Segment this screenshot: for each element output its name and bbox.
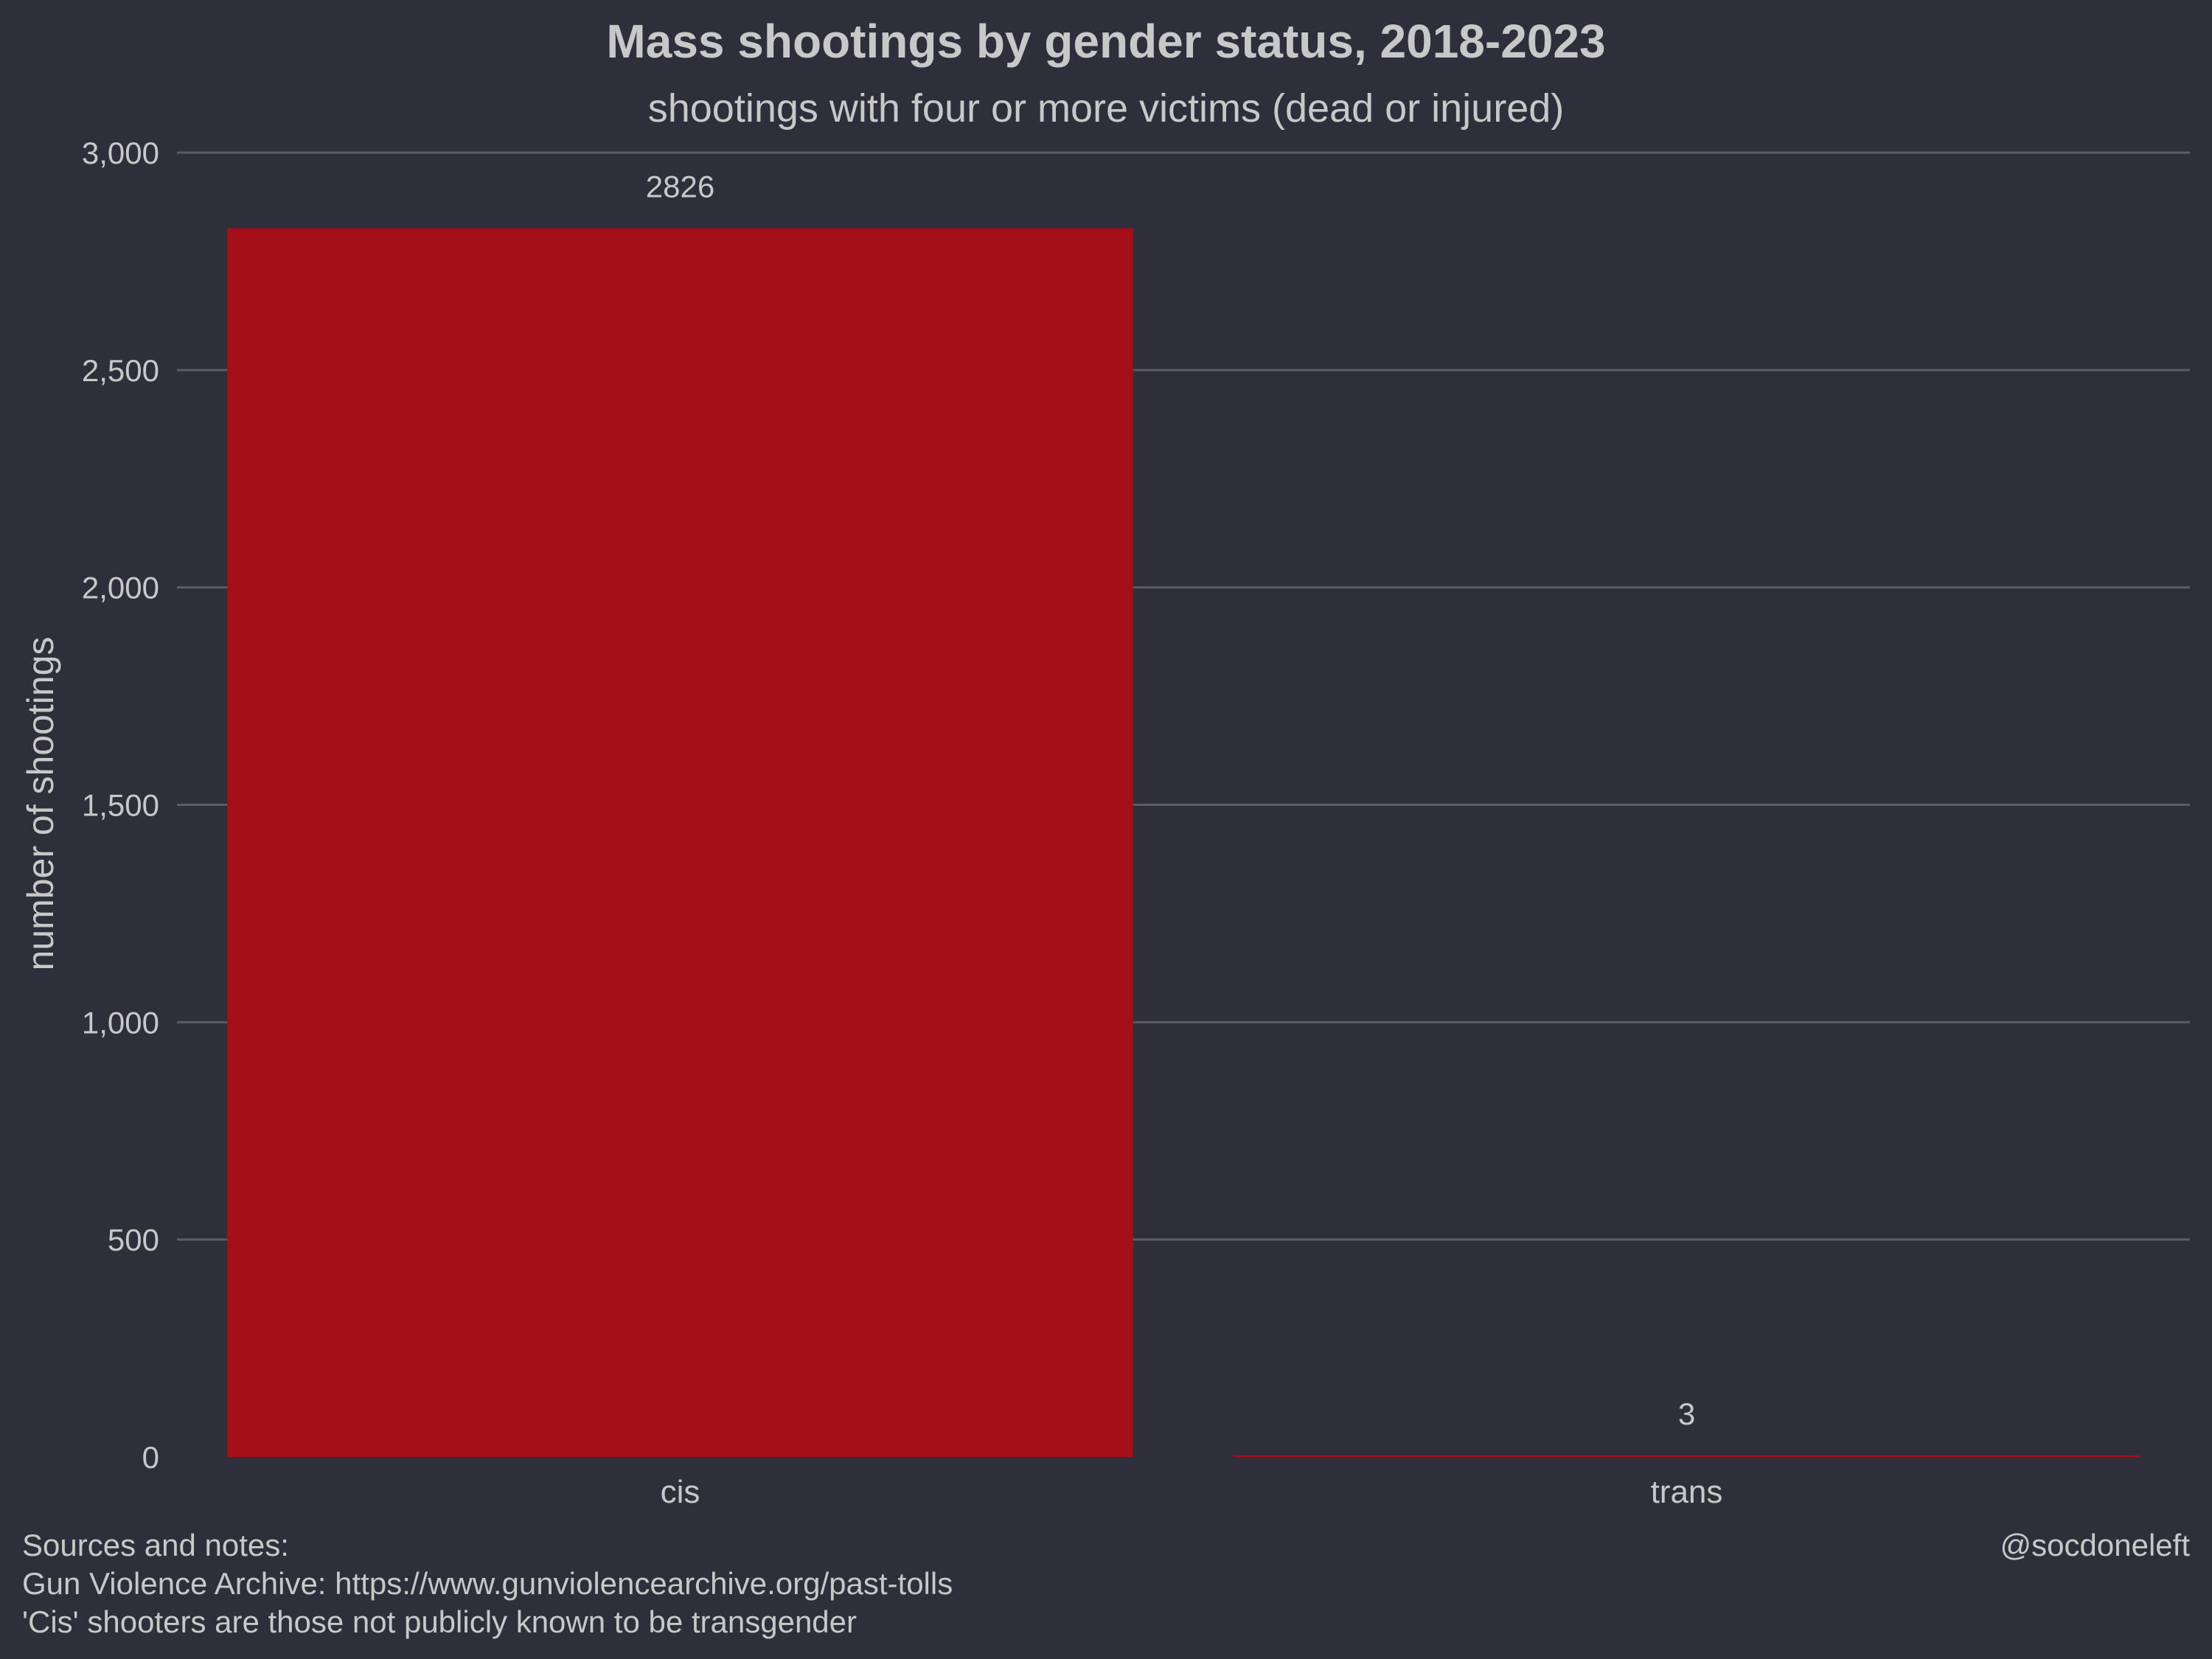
data-label-cis: 2826 <box>646 170 714 204</box>
data-label-trans: 3 <box>1678 1397 1695 1431</box>
footer-notes-heading: Sources and notes: <box>22 1528 289 1562</box>
chart-subtitle: shootings with four or more victims (dea… <box>648 86 1565 131</box>
x-tick-label-trans: trans <box>1651 1474 1723 1510</box>
bar-trans <box>1234 1455 2140 1457</box>
y-tick-label-3000: 3,000 <box>82 136 159 170</box>
x-tick-label-cis: cis <box>661 1474 700 1510</box>
footer-credit: @socdoneleft <box>2000 1528 2191 1562</box>
y-axis-ticks: 0 500 1,000 1,500 2,000 2,500 3,000 <box>82 136 159 1475</box>
bars <box>227 228 2140 1457</box>
y-tick-label-1500: 1,500 <box>82 788 159 823</box>
bar-cis <box>227 228 1133 1457</box>
y-tick-label-2000: 2,000 <box>82 571 159 605</box>
footer-source: Gun Violence Archive: https://www.gunvio… <box>22 1566 953 1601</box>
chart-title: Mass shootings by gender status, 2018-20… <box>606 15 1605 68</box>
y-tick-label-500: 500 <box>108 1222 159 1257</box>
footer-note: 'Cis' shooters are those not publicly kn… <box>22 1604 857 1639</box>
y-tick-label-0: 0 <box>142 1440 159 1475</box>
y-tick-label-2500: 2,500 <box>82 353 159 388</box>
y-tick-label-1000: 1,000 <box>82 1005 159 1040</box>
data-labels: 2826 3 <box>646 170 1695 1432</box>
y-axis-title: number of shootings <box>20 636 61 970</box>
x-axis-ticks: cis trans <box>661 1474 1723 1510</box>
